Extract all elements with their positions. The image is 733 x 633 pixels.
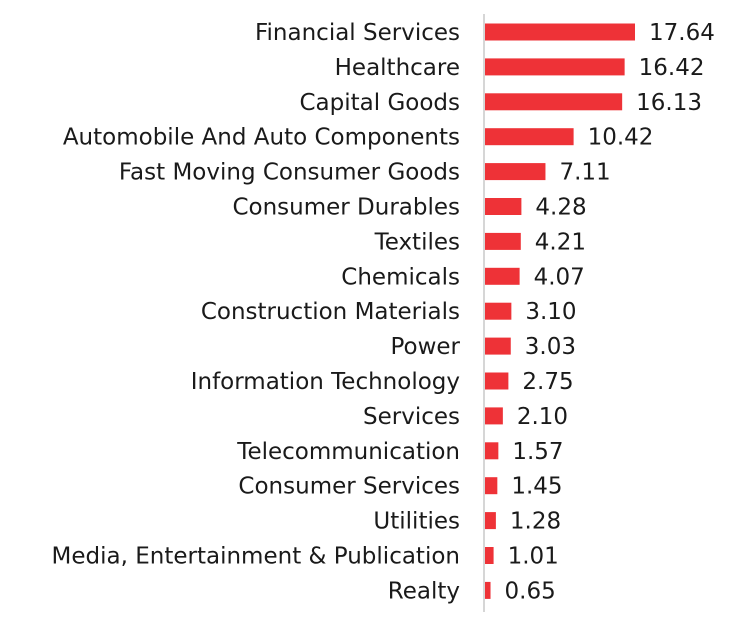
category-label: Information Technology xyxy=(191,369,460,395)
category-label: Realty xyxy=(388,578,460,604)
bar xyxy=(485,547,494,564)
category-label: Telecommunication xyxy=(236,439,460,465)
value-label: 1.28 xyxy=(510,509,561,535)
bar xyxy=(485,372,509,390)
category-label: Textiles xyxy=(374,229,460,255)
category-label: Financial Services xyxy=(255,20,460,46)
category-label: Chemicals xyxy=(341,264,460,290)
value-label: 0.65 xyxy=(505,578,556,604)
value-label: 1.57 xyxy=(512,439,563,465)
bar xyxy=(485,58,625,76)
value-label: 4.28 xyxy=(535,195,586,221)
value-label: 7.11 xyxy=(559,160,610,186)
category-label: Healthcare xyxy=(335,55,460,81)
value-label: 16.42 xyxy=(639,55,705,81)
bar xyxy=(485,512,496,530)
value-label: 2.10 xyxy=(517,404,568,430)
bar xyxy=(485,477,498,495)
value-label: 4.21 xyxy=(535,229,586,255)
bar xyxy=(485,198,522,215)
bar xyxy=(485,581,491,599)
category-label: Construction Materials xyxy=(201,299,460,325)
value-label: 17.64 xyxy=(649,20,715,46)
bar xyxy=(485,302,512,320)
value-label: 1.45 xyxy=(511,474,562,500)
category-label: Power xyxy=(390,334,460,360)
category-labels-group: Financial Services Healthcare Capital Good… xyxy=(52,20,461,604)
value-label: 3.03 xyxy=(525,334,576,360)
bar xyxy=(485,337,511,355)
value-label: 3.10 xyxy=(525,299,576,325)
bar xyxy=(485,93,623,111)
value-label: 2.75 xyxy=(522,369,573,395)
category-label: Utilities xyxy=(373,509,460,535)
bar xyxy=(485,267,520,285)
bar xyxy=(485,128,574,146)
value-label: 4.07 xyxy=(534,264,585,290)
category-label: Capital Goods xyxy=(299,90,460,116)
category-label: Media, Entertainment & Publication xyxy=(52,544,460,570)
bar xyxy=(485,407,503,425)
category-label: Consumer Durables xyxy=(232,195,460,221)
bars-group xyxy=(485,23,635,599)
value-label: 16.13 xyxy=(636,90,702,116)
bar xyxy=(485,442,499,460)
bar xyxy=(485,232,521,250)
value-label: 1.01 xyxy=(508,544,559,570)
category-label: Consumer Services xyxy=(238,474,460,500)
value-labels-group: 17.64 16.42 16.13 10.42 7.11 4.28 4.21 4.07 3.10… xyxy=(505,20,715,604)
bar xyxy=(485,163,546,181)
category-label: Automobile And Auto Components xyxy=(63,125,460,151)
value-label: 10.42 xyxy=(588,125,654,151)
category-label: Fast Moving Consumer Goods xyxy=(119,160,460,186)
bar xyxy=(485,23,635,41)
category-label: Services xyxy=(363,404,460,430)
